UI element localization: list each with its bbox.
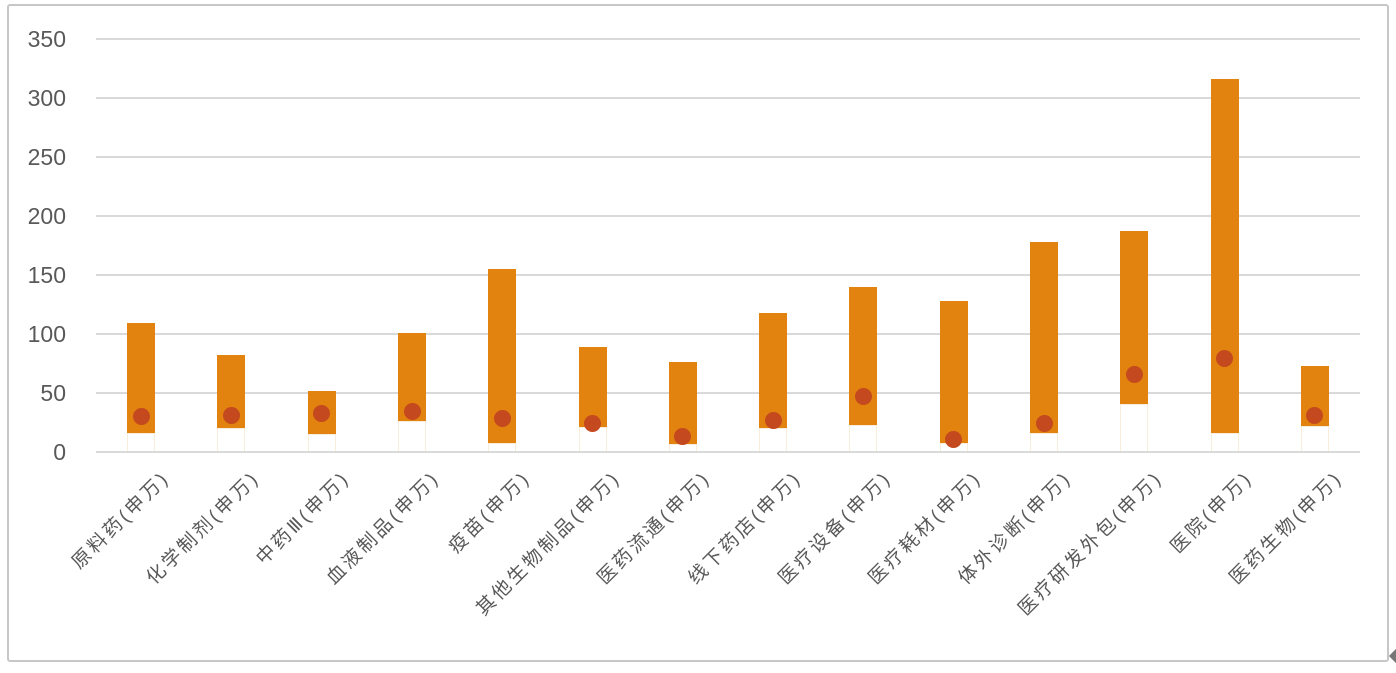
- marker-dot: [584, 415, 602, 433]
- bar-base-stub: [849, 424, 878, 452]
- marker-dot: [1216, 350, 1234, 368]
- marker-dot: [764, 411, 782, 429]
- bar-base-stub: [1120, 403, 1149, 452]
- gridline: [96, 38, 1360, 40]
- range-bar: [939, 300, 968, 443]
- gridline: [96, 333, 1360, 335]
- marker-dot: [132, 408, 150, 426]
- x-axis-category-label: 疫苗(申万): [444, 467, 535, 558]
- range-bar: [759, 312, 788, 429]
- marker-dot: [313, 404, 331, 422]
- y-axis-tick-label: 350: [27, 26, 66, 52]
- y-axis-tick-label: 150: [27, 262, 66, 288]
- bar-base-stub: [1030, 433, 1058, 452]
- gridline: [96, 451, 1360, 453]
- bar-base-stub: [398, 421, 426, 452]
- marker-dot: [222, 406, 240, 424]
- marker-dot: [1306, 406, 1324, 424]
- x-axis-category-label: 医院(申万): [1166, 467, 1257, 558]
- bar-base-stub: [307, 434, 336, 452]
- gridline: [96, 97, 1360, 99]
- marker-dot: [1125, 365, 1143, 383]
- y-axis-tick-label: 100: [27, 321, 66, 347]
- y-axis-tick-label: 300: [27, 85, 66, 111]
- gridline: [96, 392, 1360, 394]
- gridline: [96, 274, 1360, 276]
- y-axis-tick-label: 50: [40, 380, 66, 406]
- bar-base-stub: [217, 428, 246, 452]
- range-bar: [578, 346, 607, 428]
- range-bar: [1030, 241, 1058, 434]
- y-axis-tick-label: 200: [27, 203, 66, 229]
- marker-dot: [674, 428, 692, 446]
- y-axis-tick-label: 250: [27, 144, 66, 170]
- marker-dot: [854, 388, 872, 406]
- marker-dot: [493, 410, 511, 428]
- bar-base-stub: [759, 428, 788, 452]
- y-axis-tick-label: 0: [53, 439, 66, 465]
- bar-base-stub: [1300, 426, 1329, 452]
- marker-dot: [1035, 415, 1053, 433]
- gridline: [96, 215, 1360, 217]
- range-bar: [1210, 79, 1239, 434]
- marker-dot: [945, 430, 963, 448]
- bar-base-stub: [1210, 433, 1239, 452]
- marker-dot: [403, 403, 421, 421]
- bar-base-stub: [127, 433, 156, 452]
- gridline: [96, 156, 1360, 158]
